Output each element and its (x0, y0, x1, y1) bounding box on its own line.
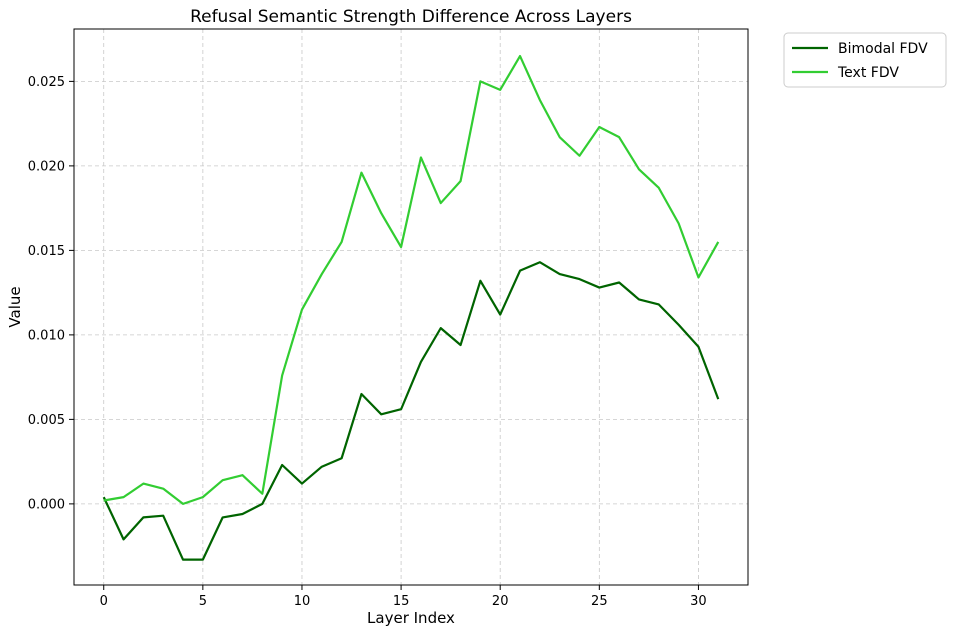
x-axis-ticks: 0 5 10 15 20 25 30 (100, 585, 707, 609)
y-axis-label: Value (6, 286, 24, 327)
plot-frame (73, 28, 749, 586)
legend-label-bimodal-fdv: Bimodal FDV (838, 41, 928, 57)
legend-box (783, 32, 947, 88)
series-line-bimodal-fdv (102, 261, 720, 561)
grid (74, 29, 748, 585)
x-tick-label: 5 (199, 594, 207, 609)
y-axis-ticks: 0.000 0.005 0.010 0.015 0.020 0.025 (28, 75, 74, 512)
x-tick-label: 20 (492, 594, 509, 609)
y-tick-label: 0.015 (28, 244, 65, 259)
y-tick-label: 0.000 (28, 497, 65, 512)
chart-title: Refusal Semantic Strength Difference Acr… (190, 7, 632, 27)
series-lines (102, 54, 720, 561)
x-tick-label: 10 (294, 594, 311, 609)
x-tick-label: 30 (690, 594, 707, 609)
x-tick-label: 25 (591, 594, 608, 609)
y-tick-label: 0.010 (28, 328, 65, 343)
y-tick-label: 0.005 (28, 413, 65, 428)
series-line-text-fdv (103, 54, 720, 505)
legend-label-text-fdv: Text FDV (837, 65, 899, 81)
y-tick-label: 0.020 (28, 159, 65, 174)
x-tick-label: 0 (100, 594, 108, 609)
x-axis-label: Layer Index (367, 609, 455, 627)
x-tick-label: 15 (393, 594, 410, 609)
legend: Bimodal FDV Text FDV (783, 32, 947, 88)
y-tick-label: 0.025 (28, 75, 65, 90)
